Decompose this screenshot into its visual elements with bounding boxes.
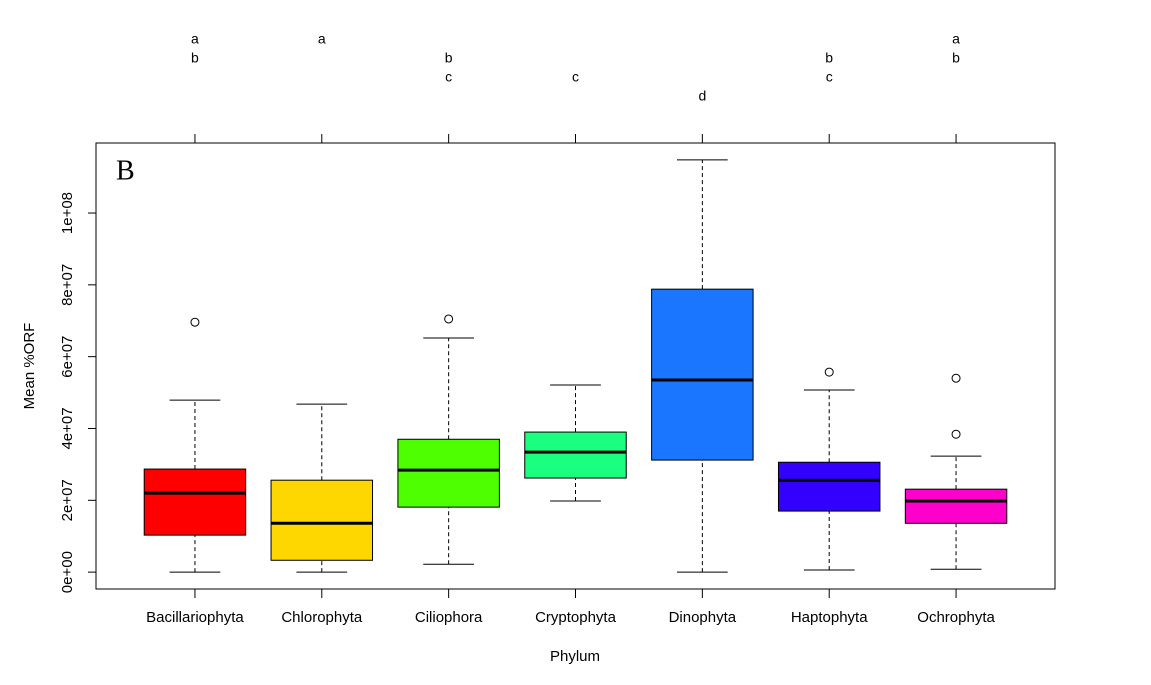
- y-tick-label: 1e+08: [59, 192, 76, 234]
- box: [270, 479, 374, 561]
- outlier: [824, 367, 834, 377]
- group-letter: a: [318, 31, 326, 47]
- outlier: [951, 429, 961, 439]
- x-axis-title: Phylum: [550, 648, 600, 665]
- box: [904, 488, 1008, 524]
- outlier: [444, 314, 454, 324]
- x-tick-label: Ciliophora: [415, 609, 483, 626]
- group-letter: b: [952, 50, 960, 66]
- group-letter: a: [952, 31, 960, 47]
- y-tick-label: 4e+07: [59, 407, 76, 449]
- panel-label: B: [116, 155, 135, 186]
- y-tick-label: 8e+07: [59, 264, 76, 306]
- x-tick-label: Bacillariophyta: [146, 609, 244, 626]
- group-letter: c: [445, 69, 452, 85]
- group-letter: a: [191, 31, 199, 47]
- group-letter: b: [825, 50, 833, 66]
- y-tick-label: 0e+00: [59, 551, 76, 593]
- group-letter: b: [191, 50, 199, 66]
- box: [397, 438, 500, 508]
- box: [777, 461, 881, 512]
- y-axis-title: Mean %ORF: [21, 323, 38, 410]
- box: [524, 431, 627, 479]
- x-tick-label: Haptophyta: [791, 609, 868, 626]
- outlier: [951, 373, 961, 383]
- x-tick-label: Cryptophyta: [535, 609, 617, 626]
- x-tick-label: Ochrophyta: [917, 609, 995, 626]
- x-tick-label: Chlorophyta: [281, 609, 363, 626]
- group-letter: c: [572, 69, 579, 85]
- x-tick-label: Dinophyta: [669, 609, 737, 626]
- outlier: [190, 317, 200, 327]
- y-tick-label: 2e+07: [59, 479, 76, 521]
- group-letter: d: [698, 88, 706, 104]
- group-letter: b: [445, 50, 453, 66]
- box: [651, 288, 754, 461]
- group-letter: c: [826, 69, 833, 85]
- y-tick-label: 6e+07: [59, 336, 76, 378]
- box: [143, 468, 247, 536]
